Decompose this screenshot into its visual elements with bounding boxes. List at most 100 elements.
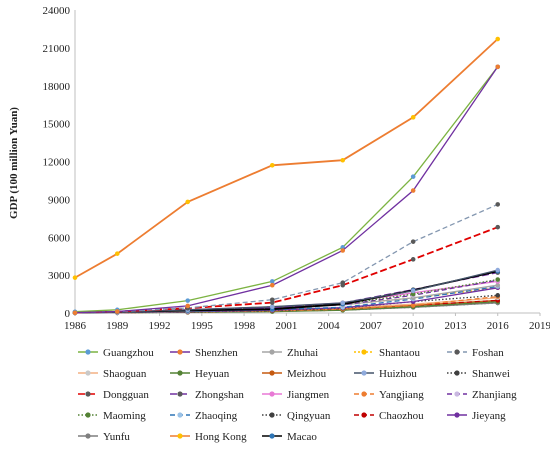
legend-label: Huizhou <box>379 368 417 380</box>
legend-label: Shantaou <box>379 347 420 359</box>
data-point <box>410 115 416 120</box>
legend-swatch-marker <box>85 433 91 439</box>
legend-label: Zhanjiang <box>472 389 517 401</box>
data-point <box>410 188 416 193</box>
legend-label: Macao <box>287 431 317 443</box>
data-point <box>340 280 346 286</box>
series-line <box>74 38 499 279</box>
legend-label: Jieyang <box>472 410 506 422</box>
data-point <box>495 267 501 273</box>
legend-label: Dongguan <box>103 389 149 401</box>
legend-label: Chaozhou <box>379 410 424 422</box>
data-point <box>340 300 346 306</box>
legend-label: Zhuhai <box>287 347 318 359</box>
legend-label: Shanwei <box>472 368 510 380</box>
y-tick-label: 0 <box>65 308 71 320</box>
data-point <box>269 162 275 168</box>
legend-swatch-marker <box>361 412 367 418</box>
legend-swatch-marker <box>454 391 460 397</box>
data-point <box>495 277 501 282</box>
legend-entry: Dongguan <box>78 389 149 401</box>
data-point <box>72 310 78 316</box>
legend-swatch-marker <box>454 349 460 355</box>
series-hong-kong <box>72 36 501 280</box>
data-point <box>269 297 275 303</box>
legend-label: Shenzhen <box>195 347 238 359</box>
data-point <box>410 303 416 308</box>
legend-label: Zhaoqing <box>195 410 238 422</box>
legend-entry: Macao <box>262 431 317 443</box>
legend-swatch-marker <box>85 370 91 376</box>
legend-swatch-marker <box>454 370 460 376</box>
data-point <box>114 251 120 256</box>
y-tick-label: 12000 <box>43 157 71 169</box>
legend-entry: Foshan <box>447 347 504 359</box>
x-tick-label: 1986 <box>64 320 87 332</box>
legend-entry: Jiangmen <box>262 389 330 401</box>
legend-entry: Shantaou <box>354 347 420 359</box>
legend-swatch-marker <box>177 370 183 376</box>
data-point <box>495 202 501 207</box>
data-point <box>495 293 501 298</box>
y-tick-labels: 0 3000 6000 9000 12000 15000 18000 21000 24000 <box>43 5 71 320</box>
legend-entry: Zhongshan <box>170 389 244 401</box>
legend-entry: Maoming <box>78 410 146 422</box>
legend-swatch-marker <box>361 391 367 397</box>
x-tick-label: 1989 <box>106 320 129 332</box>
legend-entry: Yunfu <box>78 431 130 443</box>
series-line <box>74 226 499 314</box>
legend-label: Jiangmen <box>287 389 330 401</box>
y-tick-label: 18000 <box>43 81 71 93</box>
legend-entry: Shenzhen <box>170 347 238 359</box>
x-tick-label: 1998 <box>233 320 256 332</box>
series-macao <box>72 269 501 315</box>
x-tick-label: 2013 <box>444 320 467 332</box>
data-point <box>410 239 416 244</box>
legend-label: Hong Kong <box>195 431 247 443</box>
data-point <box>269 279 275 284</box>
data-point <box>340 245 346 250</box>
legend-entry: Heyuan <box>170 368 230 380</box>
legend-swatch-marker <box>269 349 275 355</box>
legend-swatch-marker <box>85 412 91 418</box>
data-point <box>185 303 191 309</box>
y-tick-label: 21000 <box>43 43 71 55</box>
legend-swatch-marker <box>85 391 91 397</box>
legend-label: Foshan <box>472 347 504 359</box>
legend-swatch-marker <box>269 433 275 439</box>
data-point <box>72 275 78 280</box>
legend-label: Qingyuan <box>287 410 331 422</box>
legend-swatch-marker <box>177 391 183 397</box>
y-tick-label: 24000 <box>43 5 71 17</box>
data-point <box>495 36 501 42</box>
data-point <box>410 291 416 297</box>
x-tick-label: 2007 <box>360 320 383 332</box>
legend-entry: Zhanjiang <box>447 389 517 401</box>
data-point <box>185 298 191 303</box>
legend-swatch-marker <box>177 412 183 418</box>
x-tick-label: 2019 <box>529 320 550 332</box>
data-point <box>114 309 120 314</box>
series-guangzhou <box>72 64 501 315</box>
legend-swatch-marker <box>177 349 183 355</box>
legend-entry: Jieyang <box>447 410 506 422</box>
x-tick-label: 1995 <box>191 320 214 332</box>
legend-label: Shaoguan <box>103 368 147 380</box>
legend-label: Zhongshan <box>195 389 244 401</box>
data-point <box>269 304 275 309</box>
x-tick-label: 2004 <box>318 320 341 332</box>
series-line <box>74 66 499 313</box>
series-lines <box>72 36 501 316</box>
legend-entry: Chaozhou <box>354 410 424 422</box>
data-point <box>185 199 191 205</box>
legend-label: Heyuan <box>195 368 230 380</box>
y-axis-label: GDP (100 million Yuan) <box>8 107 20 219</box>
legend-swatch-marker <box>361 370 367 376</box>
data-point <box>269 282 275 288</box>
legend-entry: Shaoguan <box>78 368 147 380</box>
legend-entry: Meizhou <box>262 368 327 380</box>
legend-swatch-marker <box>454 412 460 418</box>
data-point <box>495 64 501 70</box>
legend-entry: Guangzhou <box>78 347 154 359</box>
